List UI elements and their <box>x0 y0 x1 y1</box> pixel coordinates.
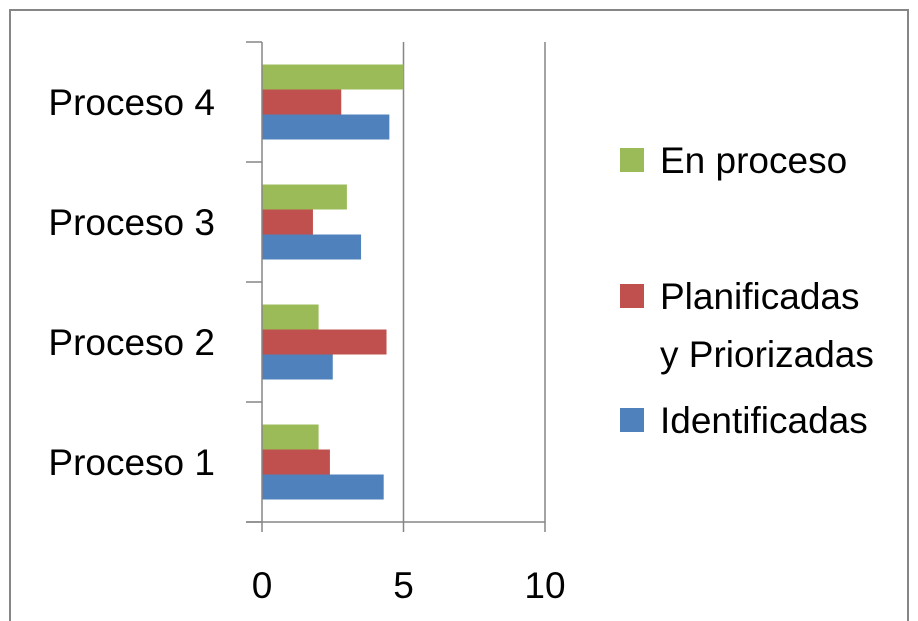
bar-proceso-4-planificadas-y-priorizadas <box>262 89 342 115</box>
value-axis: 0 5 10 <box>246 41 566 606</box>
legend-swatch-2 <box>620 284 644 308</box>
legend-swatch-1 <box>620 148 644 172</box>
x-tick-label-0: 0 <box>252 565 273 606</box>
bar-proceso-3-en-proceso <box>262 184 347 210</box>
category-label-2: Proceso 2 <box>48 322 215 363</box>
bar-proceso-4-en-proceso <box>262 64 404 90</box>
bar-proceso-2-identificadas <box>262 354 333 380</box>
legend-label-3: Identificadas <box>660 400 868 441</box>
legend-label-2-line-1: Planificadas <box>660 276 860 317</box>
category-label-3: Proceso 3 <box>48 202 215 243</box>
bar-proceso-1-identificadas <box>262 474 384 500</box>
grid-lines <box>402 42 546 532</box>
legend-swatch-3 <box>620 408 644 432</box>
legend-label-1: En proceso <box>660 140 847 181</box>
bar-proceso-1-en-proceso <box>262 424 319 450</box>
bar-proceso-2-en-proceso <box>262 304 319 330</box>
legend: En proceso Planificadas y Priorizadas Ident… <box>620 140 874 441</box>
category-label-1: Proceso 1 <box>48 442 215 483</box>
chart-frame <box>9 9 909 621</box>
bar-proceso-1-planificadas-y-priorizadas <box>262 449 330 475</box>
x-tick-label-10: 10 <box>524 565 565 606</box>
bar-proceso-3-planificadas-y-priorizadas <box>262 209 313 235</box>
bar-proceso-2-planificadas-y-priorizadas <box>262 329 387 355</box>
legend-label-2-line-2: y Priorizadas <box>660 334 874 375</box>
bar-proceso-4-identificadas <box>262 114 390 140</box>
category-label-4: Proceso 4 <box>48 82 215 123</box>
x-tick-label-5: 5 <box>393 565 414 606</box>
bars-group <box>262 64 404 500</box>
category-labels: Proceso 1 Proceso 2 Proceso 3 Proceso 4 <box>48 82 215 483</box>
bar-proceso-3-identificadas <box>262 234 362 260</box>
